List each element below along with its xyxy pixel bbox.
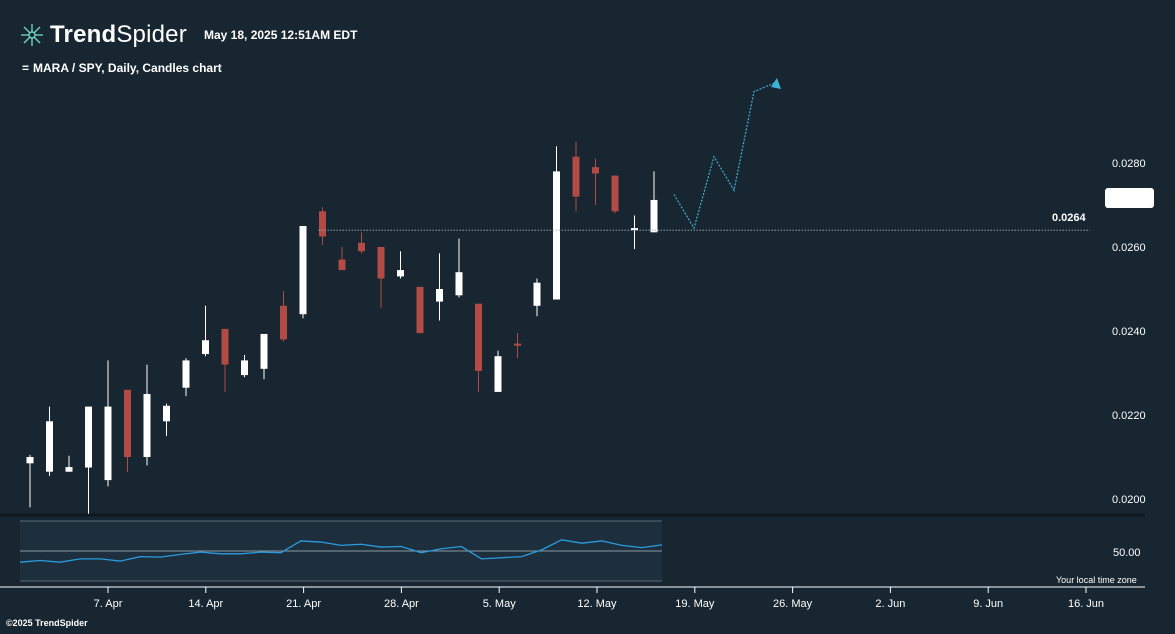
projection-arrowhead (771, 78, 781, 89)
candle-body (163, 405, 170, 422)
y-tick-label: 0.0220 (1112, 410, 1146, 422)
candle-body (514, 343, 521, 346)
chart-timestamp: May 18, 2025 12:51AM EDT (204, 28, 358, 42)
candle-body (416, 286, 424, 334)
oscillator-level-label: 50.00 (1113, 547, 1141, 559)
brand-header: TrendSpider (18, 18, 187, 52)
candle-body (65, 467, 73, 472)
x-tick-label: 12. May (577, 598, 617, 610)
candle-body (241, 360, 248, 376)
price-line-label: 0.0264 (1052, 212, 1087, 224)
oscillator-line (19, 539, 663, 563)
x-tick-label: 9. Jun (973, 598, 1003, 610)
candle-body (475, 303, 482, 371)
oscillator-panel: 50.00 (19, 520, 1141, 582)
x-tick-label: 26. May (773, 598, 813, 610)
candle-body (46, 421, 53, 472)
projection-path (673, 81, 778, 230)
candle-body (592, 167, 599, 174)
candles (26, 142, 658, 514)
candle-body (572, 156, 580, 197)
x-tick-label: 14. Apr (188, 598, 223, 610)
x-tick-label: 5. May (483, 598, 517, 610)
candle-body (553, 171, 560, 300)
candle-body (611, 175, 619, 212)
candle-body (260, 333, 268, 369)
x-tick-label: 7. Apr (94, 598, 123, 610)
candle-body (182, 360, 190, 388)
chart-title-text: MARA / SPY, Daily, Candles chart (33, 61, 222, 75)
y-tick-label: 0.0260 (1112, 242, 1146, 254)
candle-body (26, 457, 34, 464)
chart-title[interactable]: = MARA / SPY, Daily, Candles chart (22, 61, 222, 75)
candle-body (494, 356, 502, 392)
candle-body (202, 340, 209, 355)
candle-body (85, 406, 92, 468)
brand-name: TrendSpider (50, 21, 187, 48)
candle-body (221, 328, 229, 365)
candle-body (280, 305, 287, 340)
candle-body (358, 242, 365, 252)
candle-body (338, 259, 346, 271)
y-tick-label: 0.0200 (1112, 494, 1146, 506)
last-price-badge (1105, 188, 1154, 208)
x-tick-label: 2. Jun (875, 598, 905, 610)
y-tick-label: 0.0280 (1112, 158, 1146, 170)
candle-body (631, 228, 638, 231)
candle-body (650, 199, 658, 233)
candle-body (436, 289, 443, 302)
x-tick-label: 21. Apr (286, 598, 321, 610)
x-tick-label: 16. Jun (1068, 598, 1104, 610)
chart-overlays: 0.0264 (318, 78, 1154, 231)
candle-body (397, 270, 404, 277)
candle-body (104, 406, 112, 481)
copyright: ©2025 TrendSpider (6, 618, 88, 628)
y-tick-label: 0.0240 (1112, 326, 1146, 338)
trendspider-logo-icon (21, 24, 43, 46)
equals-icon[interactable]: = (22, 61, 30, 75)
timezone-note: Your local time zone (1056, 575, 1137, 585)
candle-body (455, 272, 463, 296)
candle-body (377, 247, 385, 279)
candle-body (143, 394, 151, 457)
x-tick-label: 19. May (675, 598, 715, 610)
candle-body (319, 211, 326, 237)
x-tick-label: 28. Apr (384, 598, 419, 610)
candle-body (533, 282, 541, 306)
candle-body (299, 226, 307, 315)
chart-axes: 0.0280 0.0260 0.0240 0.0220 0.0200 7. Apr 14. … (0, 158, 1146, 610)
candle-body (124, 389, 131, 457)
